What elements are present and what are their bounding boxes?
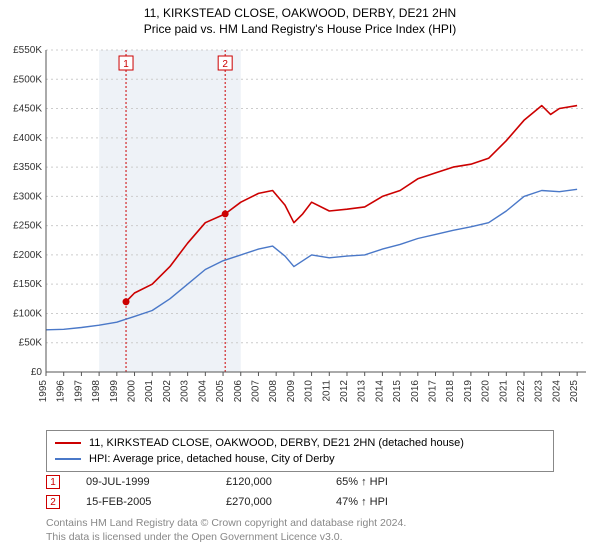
chart-title-subtitle: Price paid vs. HM Land Registry's House … (0, 22, 600, 36)
svg-text:2019: 2019 (463, 380, 474, 403)
svg-text:2014: 2014 (374, 380, 385, 403)
svg-text:£100K: £100K (13, 308, 42, 319)
transaction-marker-box: 1 (46, 475, 60, 489)
svg-text:2000: 2000 (127, 380, 138, 403)
svg-text:£200K: £200K (13, 250, 42, 261)
svg-text:£350K: £350K (13, 162, 42, 173)
transaction-hpi-delta: 65% ↑ HPI (336, 476, 416, 488)
legend-item-subject: 11, KIRKSTEAD CLOSE, OAKWOOD, DERBY, DE2… (55, 435, 545, 451)
svg-text:1998: 1998 (91, 380, 102, 403)
svg-text:2010: 2010 (304, 380, 315, 403)
svg-text:2023: 2023 (534, 380, 545, 403)
svg-text:2017: 2017 (428, 380, 439, 403)
svg-text:£250K: £250K (13, 221, 42, 232)
footer-licence: Contains HM Land Registry data © Crown c… (46, 516, 406, 544)
svg-text:2008: 2008 (268, 380, 279, 403)
legend-swatch-subject (55, 442, 81, 444)
svg-text:2020: 2020 (481, 380, 492, 403)
svg-text:£500K: £500K (13, 74, 42, 85)
chart-title-address: 11, KIRKSTEAD CLOSE, OAKWOOD, DERBY, DE2… (0, 6, 600, 20)
svg-text:2016: 2016 (410, 380, 421, 403)
transaction-row: 1 09-JUL-1999 £120,000 65% ↑ HPI (46, 472, 416, 492)
svg-text:2021: 2021 (498, 380, 509, 403)
transaction-date: 15-FEB-2005 (86, 496, 226, 508)
legend-box: 11, KIRKSTEAD CLOSE, OAKWOOD, DERBY, DE2… (46, 430, 554, 472)
svg-text:1997: 1997 (73, 380, 84, 403)
transaction-date: 09-JUL-1999 (86, 476, 226, 488)
svg-text:1995: 1995 (38, 380, 49, 403)
line-chart-svg: 1 2 £0 £50K £100K £150K £200K £250K £300K £350K £4… (0, 42, 600, 422)
svg-text:2007: 2007 (250, 380, 261, 403)
svg-text:£300K: £300K (13, 191, 42, 202)
svg-text:£0: £0 (31, 367, 43, 378)
svg-text:2001: 2001 (144, 380, 155, 403)
footer-line2: This data is licensed under the Open Gov… (46, 530, 406, 544)
legend-swatch-hpi (55, 458, 81, 460)
chart-area: 1 2 £0 £50K £100K £150K £200K £250K £300K £350K £4… (0, 42, 600, 422)
svg-text:2005: 2005 (215, 380, 226, 403)
svg-text:£50K: £50K (19, 338, 43, 349)
transaction-row: 2 15-FEB-2005 £270,000 47% ↑ HPI (46, 492, 416, 512)
svg-text:2006: 2006 (233, 380, 244, 403)
svg-text:£400K: £400K (13, 133, 42, 144)
svg-text:2003: 2003 (180, 380, 191, 403)
svg-text:2018: 2018 (445, 380, 456, 403)
svg-text:2012: 2012 (339, 380, 350, 403)
svg-text:2011: 2011 (321, 380, 332, 402)
legend-label-hpi: HPI: Average price, detached house, City… (89, 451, 335, 467)
svg-text:2022: 2022 (516, 380, 527, 403)
transaction-price: £270,000 (226, 496, 336, 508)
svg-text:1996: 1996 (56, 380, 67, 403)
transaction-hpi-delta: 47% ↑ HPI (336, 496, 416, 508)
svg-text:£150K: £150K (13, 279, 42, 290)
legend-label-subject: 11, KIRKSTEAD CLOSE, OAKWOOD, DERBY, DE2… (89, 435, 464, 451)
svg-text:2004: 2004 (197, 380, 208, 403)
svg-text:2025: 2025 (569, 380, 580, 403)
svg-text:2024: 2024 (551, 380, 562, 403)
svg-text:2013: 2013 (357, 380, 368, 403)
svg-text:1999: 1999 (109, 380, 120, 403)
svg-text:2015: 2015 (392, 380, 403, 403)
transactions-table: 1 09-JUL-1999 £120,000 65% ↑ HPI 2 15-FE… (46, 472, 416, 512)
svg-text:£450K: £450K (13, 104, 42, 115)
svg-text:2002: 2002 (162, 380, 173, 403)
svg-text:2: 2 (222, 59, 228, 70)
svg-text:£550K: £550K (13, 45, 42, 56)
svg-text:2009: 2009 (286, 380, 297, 403)
transaction-price: £120,000 (226, 476, 336, 488)
footer-line1: Contains HM Land Registry data © Crown c… (46, 516, 406, 530)
transaction-marker-box: 2 (46, 495, 60, 509)
svg-text:1: 1 (123, 59, 129, 70)
legend-item-hpi: HPI: Average price, detached house, City… (55, 451, 545, 467)
